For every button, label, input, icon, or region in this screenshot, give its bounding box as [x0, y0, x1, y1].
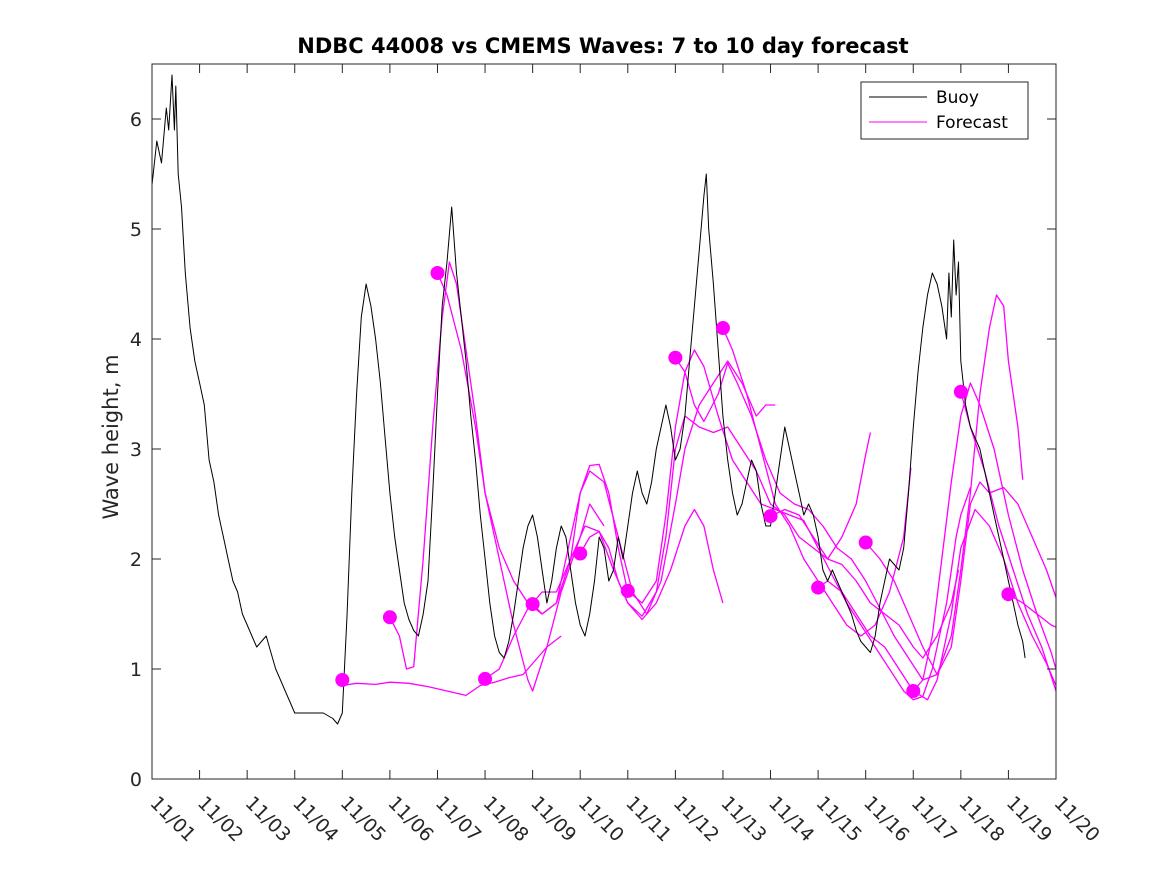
y-axis-label: Wave height, m	[99, 354, 123, 519]
forecast-start-marker-10	[763, 509, 778, 524]
forecast-start-marker-14	[953, 384, 968, 399]
forecast-start-marker-5	[525, 597, 540, 612]
plot-area: 11/0111/0211/0311/0411/0511/0611/0711/08…	[130, 63, 1104, 846]
forecast-start-marker-2	[382, 610, 397, 625]
y-tick-label-2: 2	[130, 549, 142, 571]
forecast-start-marker-13	[906, 684, 921, 698]
buoy-line	[151, 74, 1026, 725]
forecast-start-marker-1	[335, 673, 350, 687]
forecast-start-marker-8	[668, 350, 683, 365]
forecast-line-5	[532, 508, 724, 621]
legend: Buoy Forecast	[860, 81, 1029, 140]
forecast-line-10	[770, 508, 960, 659]
legend-label-buoy: Buoy	[936, 88, 979, 108]
forecast-line-13	[912, 382, 1057, 692]
axes-frame	[151, 63, 1057, 780]
forecast-start-marker-9	[715, 321, 730, 335]
y-tick-label-0: 0	[130, 769, 142, 791]
forecast-line-7	[627, 349, 972, 701]
y-tick-label-5: 5	[130, 219, 142, 241]
forecast-line-2	[389, 261, 605, 692]
y-tick-label-4: 4	[130, 329, 142, 351]
y-tick-label-3: 3	[130, 439, 142, 461]
legend-box	[860, 81, 1029, 140]
forecast-start-marker-11	[811, 580, 826, 595]
forecast-start-marker-15	[1001, 587, 1016, 602]
forecast-start-marker-12	[858, 535, 873, 550]
forecast-line-15	[1008, 593, 1057, 628]
forecast-start-marker-6	[573, 546, 588, 561]
plot-background	[152, 64, 1056, 779]
forecast-start-marker-7	[620, 583, 635, 598]
forecast-start-marker-3	[430, 266, 445, 280]
chart-title: NDBC 44008 vs CMEMS Waves: 7 to 10 day f…	[297, 34, 908, 58]
y-tick-label-1: 1	[130, 659, 142, 681]
forecast-line-1	[342, 635, 562, 697]
forecast-line-8	[674, 294, 1024, 681]
y-tick-label-6: 6	[130, 109, 142, 131]
legend-label-forecast: Forecast	[936, 113, 1008, 133]
forecast-start-marker-4	[478, 671, 493, 686]
forecast-line-12	[865, 481, 1057, 676]
forecast-line-14	[960, 391, 1057, 692]
forecast-line-11	[817, 508, 1057, 701]
